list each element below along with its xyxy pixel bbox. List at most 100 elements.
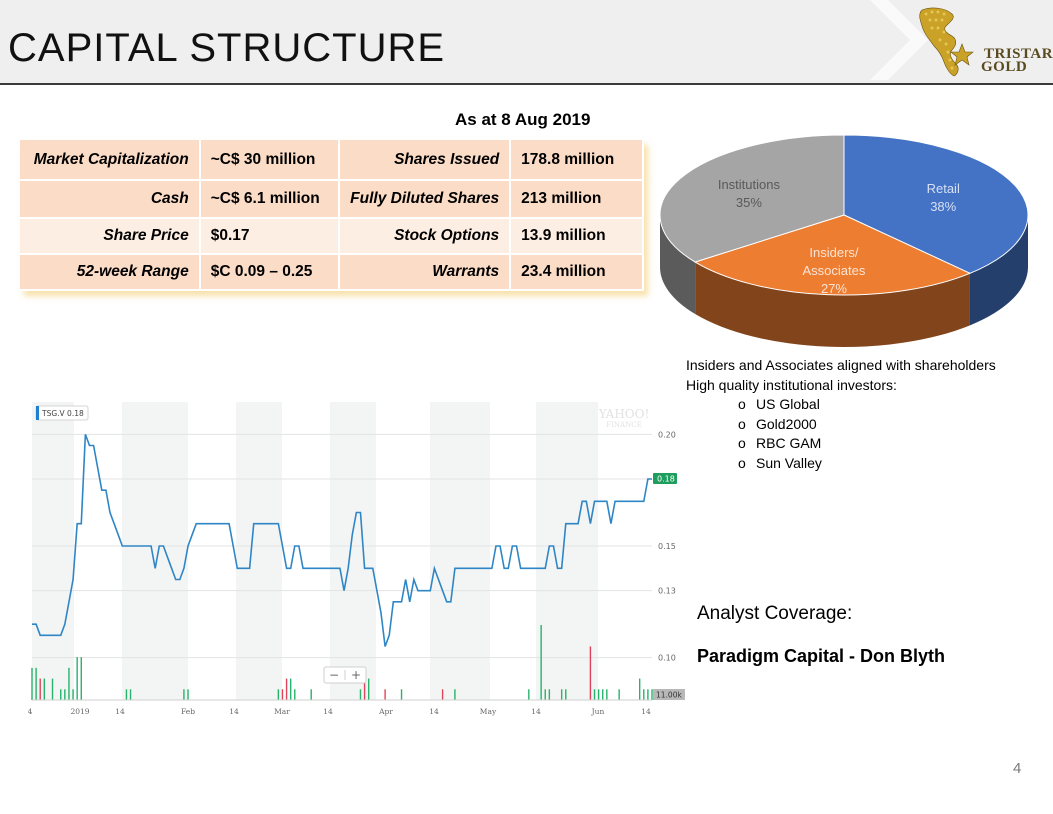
x-tick-label: 14 bbox=[429, 707, 439, 716]
y-tick-label: 0.15 bbox=[658, 542, 676, 551]
capital-table: Market Capitalization ~C$ 30 million Sha… bbox=[20, 140, 644, 291]
volume-bar bbox=[359, 689, 362, 700]
x-tick-label: 14 bbox=[323, 707, 333, 716]
x-tick-label: 14 bbox=[531, 707, 541, 716]
svg-text:11.00k: 11.00k bbox=[656, 691, 682, 700]
row-label: 52-week Range bbox=[20, 254, 201, 291]
row-label: Cash bbox=[20, 180, 201, 219]
volume-bar bbox=[618, 689, 620, 700]
note-line: High quality institutional investors: bbox=[686, 376, 897, 393]
y-tick-label: 0.13 bbox=[658, 587, 676, 596]
logo-text-gold: Gold bbox=[981, 59, 1028, 75]
header-chevron bbox=[870, 0, 928, 80]
row-label: Warrants bbox=[339, 254, 512, 291]
price-line bbox=[32, 434, 652, 647]
stock-price-chart: 0.20 0.18 0.15 0.13 0.10 YAHOO!FINANCE TSG.V 0… bbox=[28, 400, 688, 720]
pie-label: Institutions bbox=[718, 177, 781, 192]
page-number: 4 bbox=[1013, 760, 1022, 777]
volume-bar bbox=[35, 667, 37, 700]
volume-bar bbox=[60, 689, 62, 700]
volume-bar bbox=[31, 667, 33, 700]
header-rule bbox=[0, 83, 1053, 85]
volume-bar bbox=[294, 689, 296, 700]
volume-bar bbox=[606, 689, 608, 700]
list-item: o RBC GAM bbox=[686, 434, 996, 454]
watermark-text: FINANCE bbox=[606, 421, 641, 429]
volume-bar bbox=[638, 678, 641, 700]
row-label: Market Capitalization bbox=[20, 140, 201, 181]
volume-bar bbox=[367, 678, 370, 700]
analyst-name: Paradigm Capital - Don Blyth bbox=[697, 646, 946, 666]
pie-label: 27% bbox=[821, 281, 847, 296]
ownership-pie-chart: Retail 38% Insiders/Associates 27% Instituti… bbox=[659, 134, 1029, 347]
row-value: $0.17 bbox=[199, 218, 341, 255]
row-label: Shares Issued bbox=[339, 140, 512, 181]
zoom-controls[interactable]: − + bbox=[323, 666, 367, 684]
row-value: 23.4 million bbox=[510, 254, 644, 291]
month-band bbox=[236, 402, 282, 700]
x-tick-label: 14 bbox=[229, 707, 239, 716]
row-value: 178.8 million bbox=[510, 140, 644, 181]
volume-bar bbox=[76, 657, 78, 700]
volume-bar bbox=[651, 689, 653, 700]
pie-label: Retail bbox=[927, 181, 960, 196]
x-tick-label: Jun bbox=[591, 707, 605, 716]
table-row: Cash ~C$ 6.1 million Fully Diluted Share… bbox=[20, 180, 644, 219]
bullet-icon: o bbox=[738, 396, 746, 412]
volume-bar bbox=[281, 689, 284, 700]
watermark-text: YAHOO! bbox=[598, 407, 650, 421]
volume-bar bbox=[64, 689, 66, 700]
row-value: 213 million bbox=[510, 180, 644, 219]
zoom-in-button[interactable]: + bbox=[351, 668, 361, 682]
row-label: Fully Diluted Shares bbox=[339, 180, 512, 219]
row-value: ~C$ 30 million bbox=[199, 140, 341, 181]
pie-slice-retail bbox=[843, 134, 1029, 274]
volume-bar bbox=[441, 689, 444, 700]
volume-bar bbox=[384, 689, 386, 700]
bullet-icon: o bbox=[738, 415, 746, 432]
zoom-out-button[interactable]: − bbox=[329, 668, 339, 682]
x-tick-label: Apr bbox=[378, 707, 393, 716]
x-tick-label: 2019 bbox=[70, 707, 89, 716]
tristar-gold-logo bbox=[919, 7, 974, 77]
pie-label: 35% bbox=[736, 195, 762, 210]
list-item: o US Global bbox=[686, 395, 996, 415]
bullet-icon: o bbox=[738, 454, 746, 471]
x-tick-label: 14 bbox=[115, 707, 125, 716]
volume-bar bbox=[593, 689, 596, 700]
row-value: $C 0.09 – 0.25 bbox=[199, 254, 341, 291]
volume-bar bbox=[548, 689, 551, 700]
volume-bar bbox=[183, 689, 185, 700]
x-tick-label: 14 bbox=[641, 707, 651, 716]
x-tick-label: 4 bbox=[28, 707, 33, 716]
volume-bar bbox=[72, 689, 74, 700]
month-band bbox=[330, 402, 376, 700]
volume-bar bbox=[277, 689, 280, 700]
analyst-coverage-title: Analyst Coverage: bbox=[697, 603, 853, 624]
volume-bar bbox=[454, 689, 456, 700]
volume-bar bbox=[285, 678, 288, 700]
pie-label: Insiders/ bbox=[809, 245, 859, 260]
volume-bar bbox=[544, 689, 546, 700]
x-tick-label: Feb bbox=[181, 707, 195, 716]
volume-bar bbox=[289, 678, 292, 700]
row-label: Stock Options bbox=[339, 218, 512, 255]
month-band bbox=[32, 402, 74, 700]
volume-bar bbox=[363, 678, 366, 700]
last-price-tag: 0.18 bbox=[653, 473, 677, 484]
volume-bar bbox=[400, 689, 403, 700]
row-value: 13.9 million bbox=[510, 218, 644, 255]
table-row: 52-week Range $C 0.09 – 0.25 Warrants 23… bbox=[20, 254, 644, 291]
volume-label: 11.00k bbox=[653, 689, 685, 700]
pie-side-wall bbox=[969, 215, 1028, 326]
pie-slice-institutions bbox=[659, 134, 845, 263]
y-tick-label: 0.10 bbox=[658, 654, 676, 663]
volume-bar bbox=[125, 689, 128, 700]
list-item: o Gold2000 bbox=[686, 415, 996, 435]
note-line: Insiders and Associates aligned with sha… bbox=[686, 357, 996, 373]
pie-label: 38% bbox=[930, 199, 956, 214]
volume-bar bbox=[310, 689, 312, 700]
volume-bar bbox=[528, 689, 530, 700]
row-value: ~C$ 6.1 million bbox=[199, 180, 341, 219]
ticker-badge: TSG.V 0.18 bbox=[35, 405, 89, 421]
